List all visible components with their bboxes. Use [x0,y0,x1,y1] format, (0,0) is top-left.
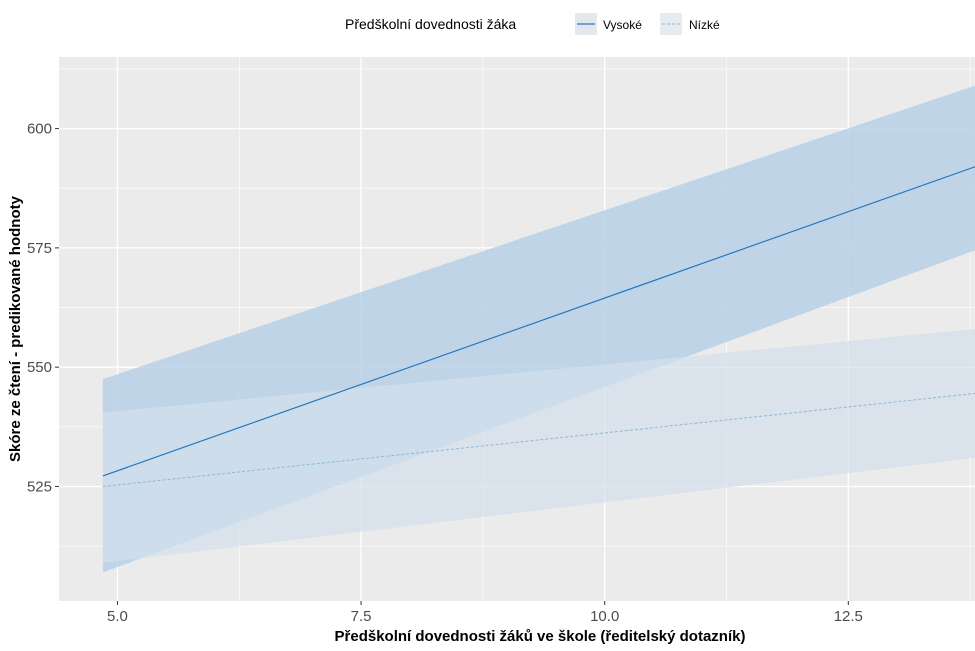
x-tick-label: 5.0 [107,608,128,625]
y-tick-label: 550 [27,359,52,376]
axis-ticks: 5.0 7.5 10.0 12.5 525 550 575 600 [27,121,863,625]
legend-title: Předškolní dovednosti žáka [345,16,516,32]
legend-key-nizke [660,13,682,35]
y-tick-label: 575 [27,240,52,257]
series-line-vysoké [102,166,975,477]
confidence-ribbons [102,85,975,573]
series-lines [102,166,975,487]
x-tick-label: 12.5 [834,608,863,625]
x-tick-label: 10.0 [590,608,619,625]
series-line-nízké [102,392,975,487]
legend-label-vysoke: Vysoké [603,18,642,32]
legend: Předškolní dovednosti žáka Vysoké Nízké [345,13,720,35]
y-tick-label: 525 [27,478,52,495]
y-axis-title: Skóre ze čtení - predikované hodnoty [7,195,24,462]
ribbon-nízké [102,329,975,563]
y-tick-label: 600 [27,121,52,138]
legend-label-nizke: Nízké [689,18,720,32]
x-tick-label: 7.5 [351,608,372,625]
x-axis-title: Předškolní dovednosti žáků ve škole (řed… [335,628,746,645]
